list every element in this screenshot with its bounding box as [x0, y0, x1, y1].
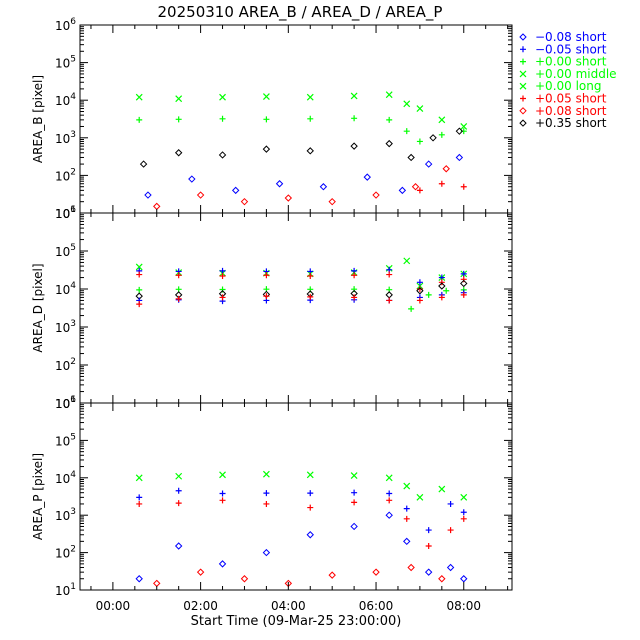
x-tick-label: 06:00	[359, 599, 394, 613]
chart-title: 20250310 AREA_B / AREA_D / AREA_P	[158, 3, 443, 22]
x-tick-label: 04:00	[271, 599, 306, 613]
x-tick-label: 02:00	[183, 599, 218, 613]
legend: −0.08 short−0.05 short+0.00 short+0.00 m…	[520, 30, 617, 130]
x-tick-label: 08:00	[446, 599, 481, 613]
legend-label: +0.35 short	[535, 116, 607, 130]
y-axis-label: AREA_D [pixel]	[31, 263, 45, 352]
y-axis-label: AREA_P [pixel]	[31, 453, 45, 540]
x-axis-label: Start Time (09-Mar-25 23:00:00)	[191, 614, 402, 629]
x-tick-label: 00:00	[96, 599, 131, 613]
y-axis-label: AREA_B [pixel]	[31, 75, 45, 163]
